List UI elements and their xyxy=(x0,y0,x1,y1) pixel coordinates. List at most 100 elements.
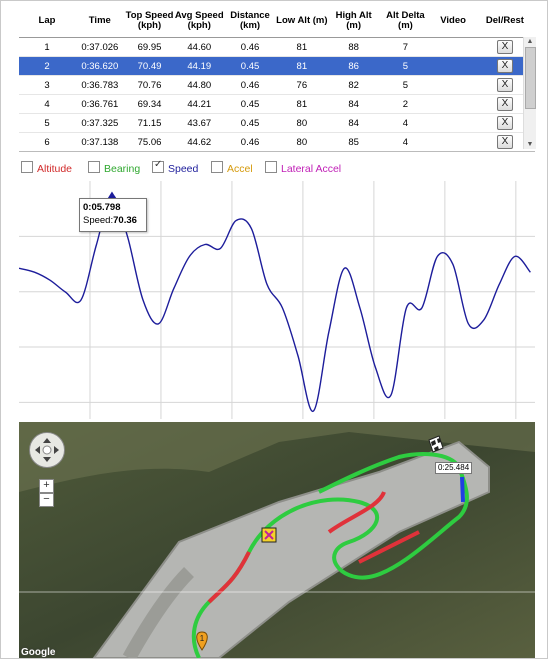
table-cell: 0.45 xyxy=(224,152,276,153)
lap-table-header: Lap Time Top Speed (kph) Avg Speed (kph)… xyxy=(19,5,535,38)
delete-cell[interactable]: X xyxy=(474,56,535,76)
table-row[interactable]: 2 0:36.620 70.49 44.19 0.45 81 86 5 X xyxy=(19,56,535,76)
table-cell: 43.67 xyxy=(174,113,225,133)
delete-cell[interactable]: X xyxy=(474,113,535,133)
delete-cell[interactable]: X xyxy=(474,94,535,114)
pan-control[interactable] xyxy=(29,432,65,468)
altitude-label: Altitude xyxy=(37,163,73,175)
delete-cell[interactable]: X xyxy=(475,152,535,153)
header-video: Video xyxy=(431,5,475,38)
speed-label: Speed xyxy=(168,163,199,175)
table-cell: 4 xyxy=(379,113,432,133)
lap-table-body: 1 0:37.026 69.95 44.60 0.46 81 88 7 X 2 0:36.620 70… xyxy=(19,37,535,153)
pan-arrows-icon xyxy=(35,438,59,462)
racing-line-red-segment xyxy=(207,551,251,604)
table-cell: 5 xyxy=(19,113,75,133)
table-cell: 81 xyxy=(275,56,328,76)
delete-cell[interactable]: X xyxy=(474,75,535,95)
bearing-label: Bearing xyxy=(104,163,141,175)
table-row[interactable]: 6 0:37.138 75.06 44.62 0.46 80 85 4 X xyxy=(19,132,535,151)
position-marker-cross xyxy=(264,530,274,540)
table-cell: 2 xyxy=(379,94,432,114)
table-cell: 44.19 xyxy=(174,56,225,76)
table-cell: 0:37.453 xyxy=(75,152,125,153)
scrollbar-thumb[interactable] xyxy=(525,47,536,109)
zoom-out-button[interactable]: − xyxy=(39,493,54,507)
table-cell: 81 xyxy=(275,94,328,114)
header-alt-delta: Alt Delta (m) xyxy=(379,5,432,38)
table-cell: 7 xyxy=(19,152,75,153)
table-row[interactable]: 4 0:36.761 69.34 44.21 0.45 81 84 2 X xyxy=(19,94,535,114)
racing-line-red-segment-2 xyxy=(327,491,386,534)
delete-lap-button[interactable]: X xyxy=(496,59,513,73)
delete-cell[interactable]: X xyxy=(474,132,535,151)
table-cell: 84 xyxy=(327,94,380,114)
lap-time-label: 0:25.484 xyxy=(435,462,473,474)
delete-lap-button[interactable]: X xyxy=(496,97,513,111)
start-marker-icon[interactable] xyxy=(196,631,208,651)
altitude-checkbox[interactable] xyxy=(21,161,33,173)
table-cell: 3 xyxy=(19,75,75,95)
speed-tooltip: 0:05.798 Speed:70.36 xyxy=(79,198,147,232)
zoom-in-button[interactable]: + xyxy=(39,479,54,493)
table-cell: 76 xyxy=(275,75,328,95)
start-marker-number: 1 xyxy=(200,634,205,643)
table-cell: 0:36.783 xyxy=(74,75,125,95)
bearing-checkbox[interactable] xyxy=(88,161,100,173)
speed-checkbox[interactable] xyxy=(152,159,164,173)
table-cell: 0.45 xyxy=(224,56,276,76)
terrain-patch xyxy=(19,422,535,492)
toggle-bearing[interactable]: Bearing xyxy=(88,161,140,175)
lateral-accel-checkbox[interactable] xyxy=(265,161,277,173)
header-distance: Distance (km) xyxy=(224,5,276,38)
header-time: Time xyxy=(74,5,125,38)
access-road xyxy=(122,567,194,658)
racing-line-red-segment-3 xyxy=(358,530,420,564)
tooltip-speed: Speed:70.36 xyxy=(83,214,143,227)
delete-lap-button[interactable]: X xyxy=(496,116,513,130)
table-cell: 80 xyxy=(275,113,328,133)
toggle-accel[interactable]: Accel xyxy=(211,161,253,175)
table-cell: 44.60 xyxy=(174,37,225,57)
track-map[interactable]: 1 + − xyxy=(19,422,535,658)
table-cell: 80 xyxy=(275,132,328,151)
table-cell: 0:37.026 xyxy=(74,37,125,57)
table-cell: 84 xyxy=(327,113,380,133)
accel-label: Accel xyxy=(227,163,253,175)
table-cell: 0.46 xyxy=(224,132,276,151)
accel-checkbox[interactable] xyxy=(211,161,223,173)
table-cell: 0.45 xyxy=(224,113,276,133)
table-cell: 70.76 xyxy=(124,75,175,95)
toggle-altitude[interactable]: Altitude xyxy=(21,161,72,175)
table-cell: 44.62 xyxy=(174,132,225,151)
table-cell: 82 xyxy=(327,75,380,95)
table-cell: 44.80 xyxy=(174,75,225,95)
table-cell: 5 xyxy=(379,75,432,95)
lateral-accel-label: Lateral Accel xyxy=(281,163,342,175)
table-cell: 85 xyxy=(327,132,380,151)
delete-lap-button[interactable]: X xyxy=(496,40,513,54)
scroll-up-arrow-icon[interactable]: ▲ xyxy=(526,38,534,45)
table-cell: 69.95 xyxy=(124,37,175,57)
toggle-speed[interactable]: Speed xyxy=(152,159,199,175)
table-cell: 70.49 xyxy=(124,56,175,76)
satellite-map: 1 xyxy=(19,422,535,658)
table-row[interactable]: 3 0:36.783 70.76 44.80 0.46 76 82 5 X xyxy=(19,75,535,95)
delete-cell[interactable]: X xyxy=(474,37,535,57)
table-scrollbar[interactable]: ▲ ▼ xyxy=(523,37,536,149)
tooltip-time: 0:05.798 xyxy=(83,202,121,213)
table-cell: 6 xyxy=(19,132,75,151)
scroll-down-arrow-icon[interactable]: ▼ xyxy=(526,141,534,148)
table-row[interactable]: 1 0:37.026 69.95 44.60 0.46 81 88 7 X xyxy=(19,37,535,57)
toggle-lateral-accel[interactable]: Lateral Accel xyxy=(265,161,341,175)
table-cell: 0.46 xyxy=(224,37,276,57)
header-lap: Lap xyxy=(19,5,75,38)
delete-lap-button[interactable]: X xyxy=(496,135,513,149)
table-cell: 0:37.325 xyxy=(74,113,125,133)
table-cell: 0:37.138 xyxy=(74,132,125,151)
table-row[interactable]: 5 0:37.325 71.15 43.67 0.45 80 84 4 X xyxy=(19,113,535,133)
table-cell: 4 xyxy=(380,152,432,153)
delete-lap-button[interactable]: X xyxy=(496,78,513,92)
